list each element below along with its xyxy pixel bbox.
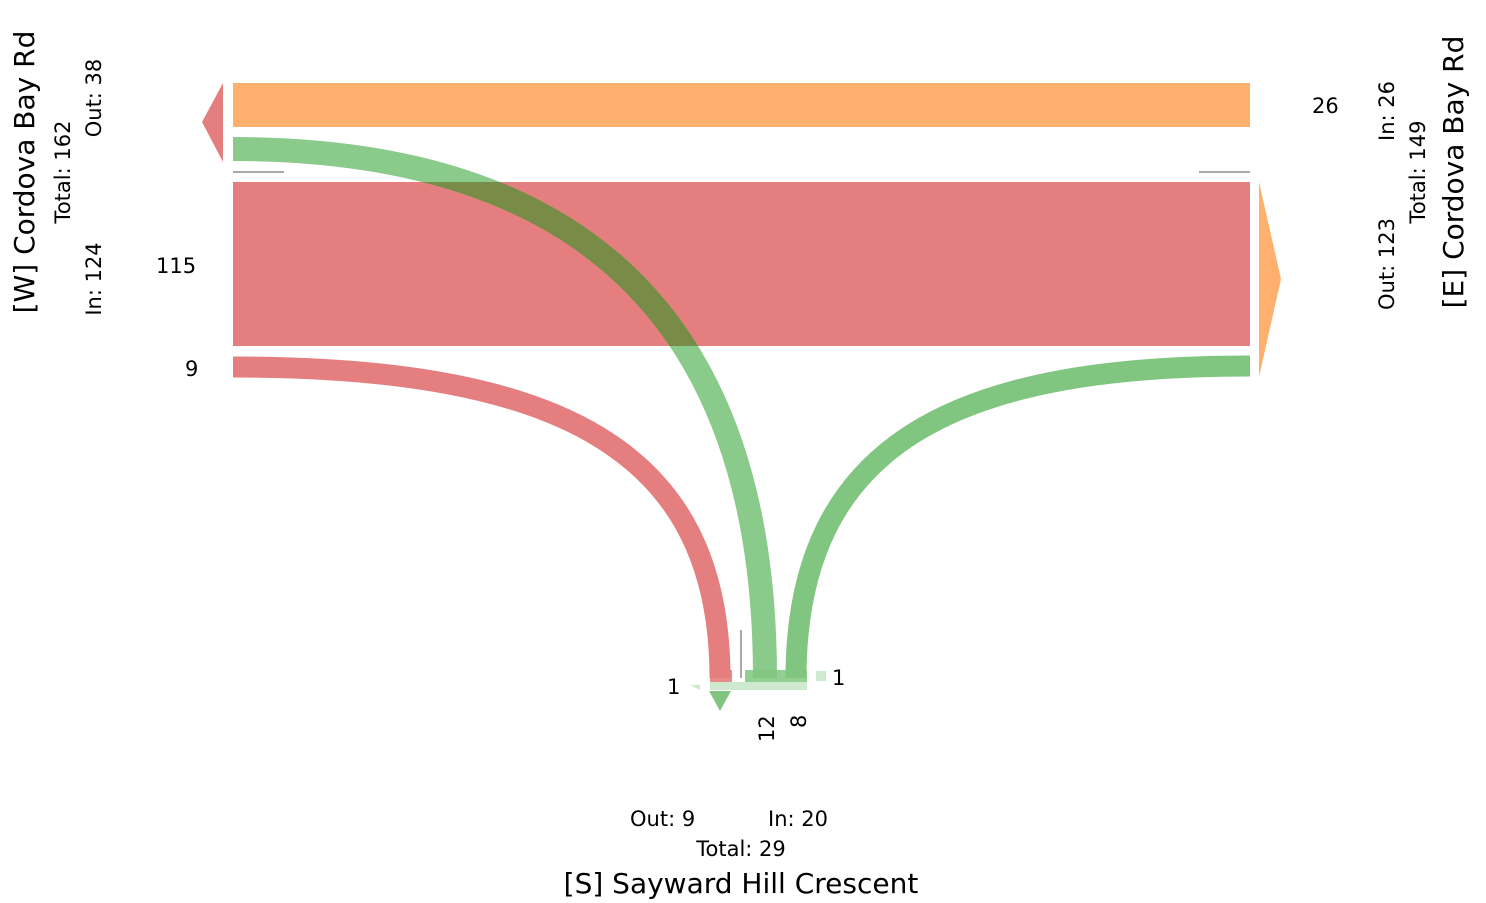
east-in: In: 26	[1375, 81, 1399, 141]
south-out: Out: 9	[630, 807, 695, 831]
south-in: In: 20	[768, 807, 828, 831]
east-out: Out: 123	[1375, 218, 1399, 310]
count-south-to-west: 12	[755, 715, 779, 742]
south-stub-green	[745, 670, 807, 682]
south-stub-red	[710, 670, 732, 682]
count-east-to-west: 26	[1312, 94, 1339, 118]
count-south-to-east: 8	[787, 715, 811, 728]
east-exit-arrow	[1259, 182, 1281, 377]
flow-overlap-shade	[421, 182, 698, 346]
east-total: Total: 149	[1406, 121, 1430, 225]
west-in: In: 124	[82, 242, 106, 315]
count-south-uturn: 1	[832, 666, 845, 690]
west-exit-arrow	[202, 83, 223, 162]
west-leg-name: [W] Cordova Bay Rd	[8, 31, 41, 314]
count-west-to-east: 115	[156, 254, 196, 278]
south-leg-name: [S] Sayward Hill Crescent	[564, 867, 919, 900]
flow-south-to-east	[785, 355, 1251, 679]
south-exit-arrow	[709, 691, 731, 711]
west-out: Out: 38	[82, 59, 106, 138]
count-uturn-in: 1	[667, 675, 680, 699]
flow-east-to-west	[233, 83, 1250, 127]
east-leg-name: [E] Cordova Bay Rd	[1437, 36, 1470, 309]
south-stub-light	[710, 682, 807, 690]
flow-west-to-south	[232, 356, 731, 679]
south-uturn-marker	[816, 671, 826, 681]
flow-west-to-east	[233, 182, 1250, 346]
south-total: Total: 29	[695, 837, 786, 861]
west-total: Total: 162	[51, 121, 75, 225]
count-west-to-south: 9	[185, 357, 198, 381]
south-uturn-in-marker	[690, 685, 700, 690]
